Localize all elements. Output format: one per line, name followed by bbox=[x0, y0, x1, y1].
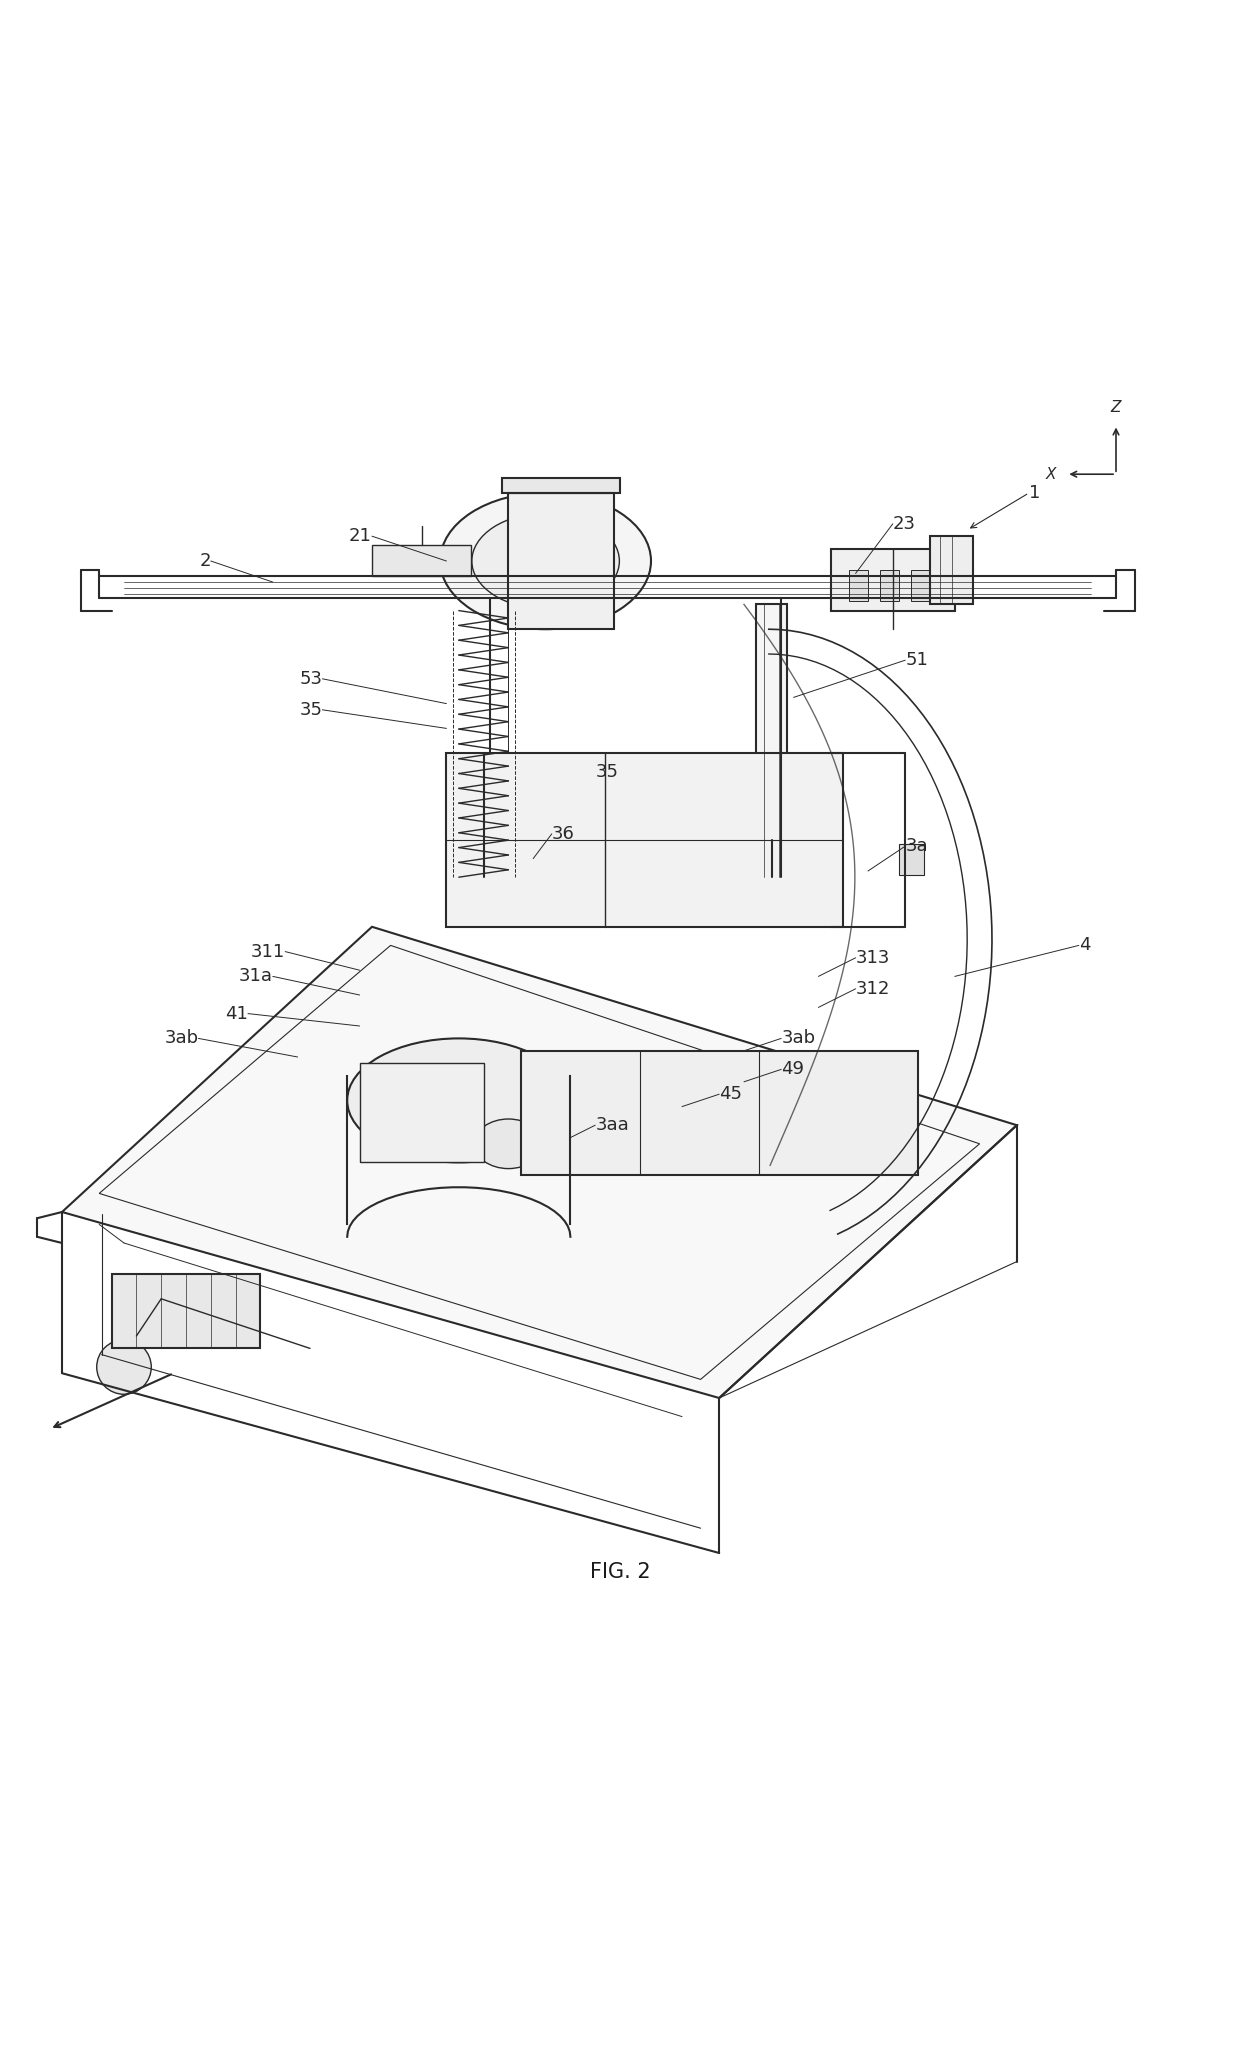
Text: 53: 53 bbox=[299, 669, 322, 687]
Bar bbox=[911, 570, 930, 601]
Bar bbox=[880, 570, 899, 601]
Polygon shape bbox=[62, 928, 1017, 1397]
Text: 31a: 31a bbox=[239, 966, 273, 985]
Ellipse shape bbox=[347, 1038, 570, 1161]
Text: 23: 23 bbox=[893, 515, 916, 534]
Text: 41: 41 bbox=[226, 1005, 248, 1022]
Text: 3ab: 3ab bbox=[781, 1030, 816, 1047]
Text: 35: 35 bbox=[299, 702, 322, 718]
Text: 3aa: 3aa bbox=[595, 1116, 629, 1135]
Text: 51: 51 bbox=[905, 650, 928, 669]
Text: 311: 311 bbox=[250, 942, 285, 960]
Text: 3a: 3a bbox=[905, 837, 928, 856]
Bar bbox=[849, 570, 868, 601]
Text: 1: 1 bbox=[1029, 484, 1040, 503]
Bar bbox=[831, 548, 955, 611]
Bar bbox=[112, 1274, 260, 1348]
Bar bbox=[521, 1051, 918, 1176]
Text: 35: 35 bbox=[596, 763, 619, 782]
Text: 45: 45 bbox=[719, 1086, 743, 1104]
Bar bbox=[446, 753, 843, 928]
Text: 313: 313 bbox=[856, 948, 890, 966]
Text: 3ab: 3ab bbox=[164, 1030, 198, 1047]
Bar bbox=[372, 546, 471, 577]
Text: Z: Z bbox=[1111, 400, 1121, 415]
Circle shape bbox=[97, 1340, 151, 1393]
Text: 4: 4 bbox=[1079, 936, 1090, 954]
Text: FIG. 2: FIG. 2 bbox=[590, 1562, 650, 1582]
Bar bbox=[502, 478, 620, 492]
Text: 21: 21 bbox=[350, 527, 372, 546]
Ellipse shape bbox=[508, 538, 583, 585]
Bar bbox=[508, 492, 614, 630]
Bar bbox=[360, 1063, 484, 1161]
Ellipse shape bbox=[474, 1118, 543, 1168]
Text: 36: 36 bbox=[552, 825, 574, 843]
Ellipse shape bbox=[472, 513, 620, 609]
Text: 312: 312 bbox=[856, 979, 890, 997]
Text: 2: 2 bbox=[200, 552, 211, 570]
Bar bbox=[930, 536, 973, 605]
Text: 49: 49 bbox=[781, 1061, 805, 1079]
Bar bbox=[899, 843, 924, 874]
Bar bbox=[756, 605, 787, 876]
Text: X: X bbox=[1047, 466, 1056, 482]
Ellipse shape bbox=[440, 492, 651, 630]
